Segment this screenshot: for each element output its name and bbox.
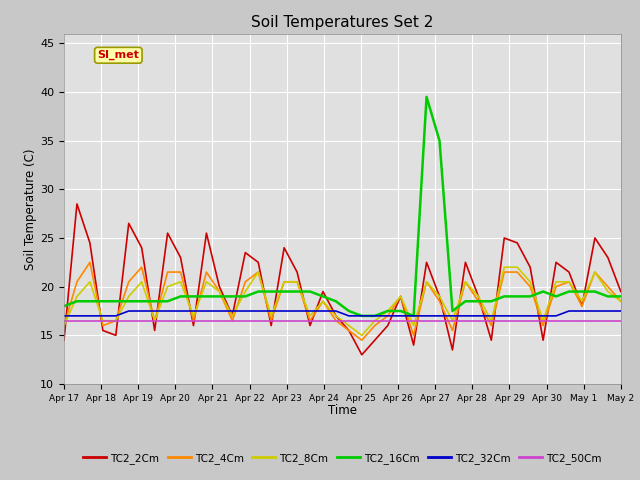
Title: Soil Temperatures Set 2: Soil Temperatures Set 2 [252,15,433,30]
Y-axis label: Soil Temperature (C): Soil Temperature (C) [24,148,37,270]
Text: SI_met: SI_met [97,50,140,60]
X-axis label: Time: Time [328,404,357,417]
Legend: TC2_2Cm, TC2_4Cm, TC2_8Cm, TC2_16Cm, TC2_32Cm, TC2_50Cm: TC2_2Cm, TC2_4Cm, TC2_8Cm, TC2_16Cm, TC2… [79,449,605,468]
